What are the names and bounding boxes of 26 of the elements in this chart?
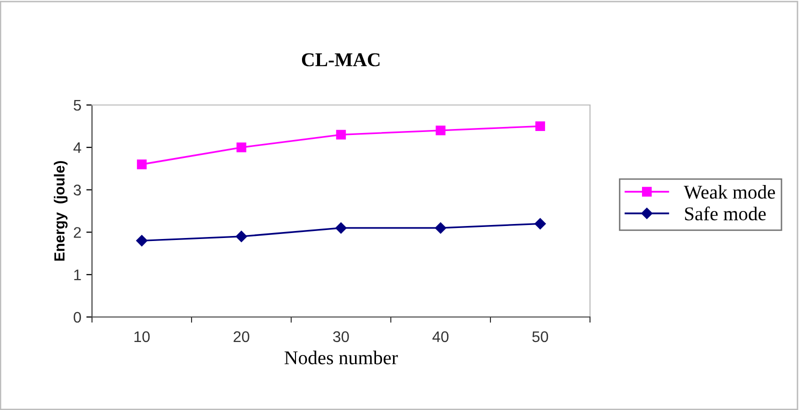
y-axis-title: Energy (joule) <box>54 161 68 261</box>
point <box>236 142 246 152</box>
legend-label: Safe mode <box>685 206 766 220</box>
point <box>434 222 446 234</box>
x-tick-label: 10 <box>134 331 150 342</box>
x-tick-label: 30 <box>333 331 349 342</box>
y-tick-label: 3 <box>74 184 81 196</box>
y-tick-label: 4 <box>73 142 82 153</box>
x-tick-label: 50 <box>532 331 548 342</box>
point <box>335 222 347 234</box>
chart-title: CL-MAC <box>302 53 380 66</box>
point <box>136 160 147 170</box>
x-tick-label: 20 <box>234 331 250 342</box>
point <box>336 130 346 140</box>
x-axis-title: Nodes number <box>284 350 398 364</box>
x-tick-label: 40 <box>432 331 448 342</box>
legend-label: Weak mode <box>684 185 775 199</box>
point <box>136 235 148 246</box>
y-tick-label: 1 <box>74 270 81 280</box>
point <box>236 230 248 242</box>
point <box>535 121 546 132</box>
y-tick-label: 2 <box>74 227 81 238</box>
point <box>534 218 546 230</box>
y-tick-label: 5 <box>74 100 81 111</box>
y-tick-label: 0 <box>74 312 81 323</box>
point <box>436 126 446 136</box>
